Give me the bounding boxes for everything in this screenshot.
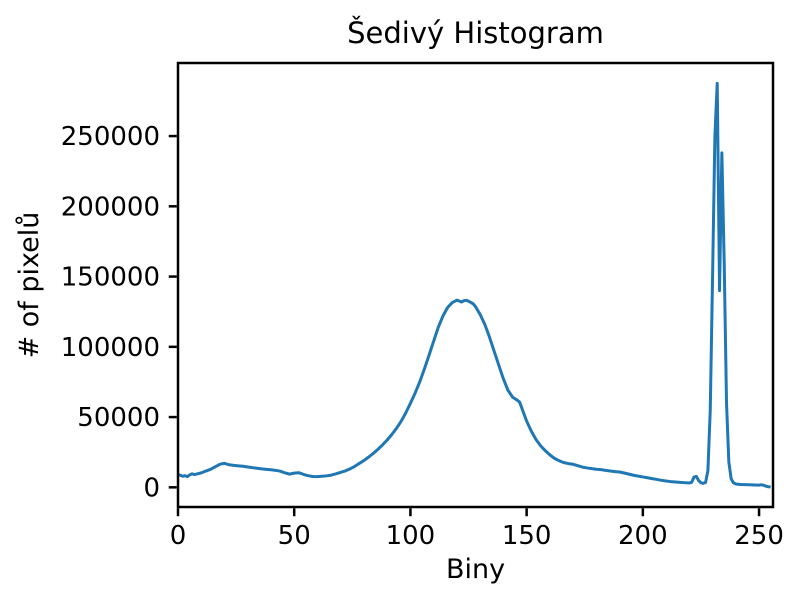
y-tick-label: 0 — [143, 473, 160, 503]
x-tick-label: 50 — [278, 521, 311, 551]
axes-frame — [176, 61, 775, 509]
x-tick-label: 250 — [734, 521, 784, 551]
y-tick-label: 200000 — [61, 192, 160, 222]
x-axis-label: Biny — [445, 554, 506, 585]
y-tick-label: 100000 — [61, 333, 160, 363]
x-tick-label: 150 — [502, 521, 552, 551]
x-tick-label: 200 — [618, 521, 668, 551]
y-tick-label: 150000 — [61, 263, 160, 293]
x-tick-label: 0 — [170, 521, 187, 551]
chart-title: Šedivý Histogram — [347, 16, 604, 50]
x-tick-label: 100 — [386, 521, 436, 551]
y-tick-label: 50000 — [77, 403, 160, 433]
histogram-line — [177, 81, 771, 489]
y-tick-label: 250000 — [61, 122, 160, 152]
